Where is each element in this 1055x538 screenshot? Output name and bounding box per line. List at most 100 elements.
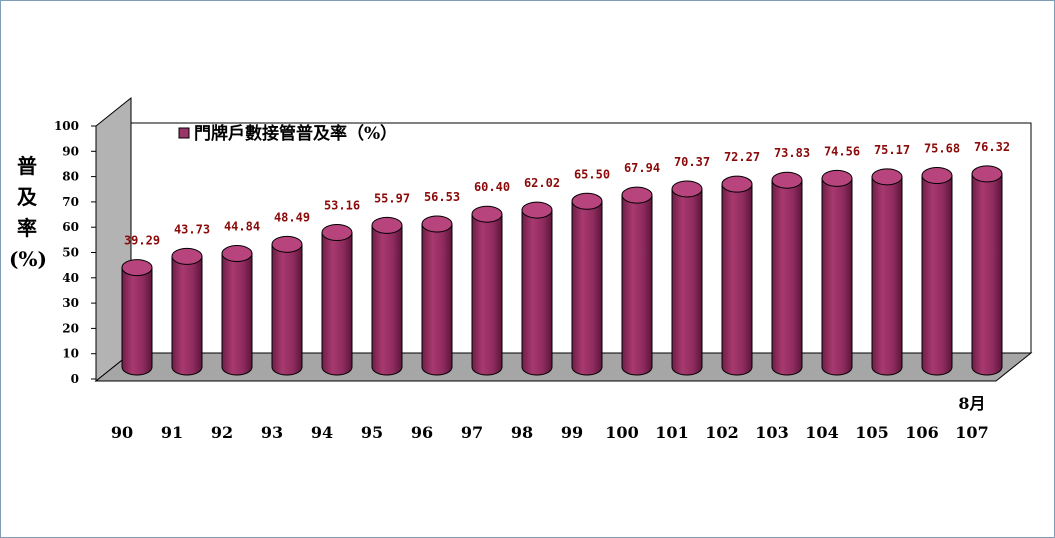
x-tick-label: 107 bbox=[955, 423, 988, 442]
bar-body bbox=[721, 183, 753, 376]
x-tick-label: 92 bbox=[211, 423, 233, 442]
bar-body bbox=[271, 243, 303, 376]
y-tick-label: 100 bbox=[54, 119, 79, 133]
y-tick-label: 40 bbox=[62, 271, 79, 285]
bar bbox=[571, 192, 603, 376]
bar bbox=[371, 216, 403, 376]
y-tick-label: 60 bbox=[62, 220, 79, 234]
bar bbox=[121, 259, 153, 376]
x-tick-label: 94 bbox=[311, 423, 333, 442]
bar-top bbox=[821, 169, 853, 187]
x-tick-label: 93 bbox=[261, 423, 283, 442]
bar-body bbox=[221, 253, 253, 376]
bar-top bbox=[421, 215, 453, 233]
bar-top bbox=[521, 201, 553, 219]
x-tick-label: 103 bbox=[755, 423, 788, 442]
bar bbox=[171, 247, 203, 376]
bar-body bbox=[171, 255, 203, 376]
bar-top bbox=[121, 259, 153, 277]
bar-body bbox=[521, 209, 553, 376]
y-tick-label: 20 bbox=[62, 321, 79, 335]
back-wall bbox=[131, 122, 1032, 353]
bar-body bbox=[971, 173, 1003, 376]
x-tick-label: 101 bbox=[655, 423, 688, 442]
bar bbox=[271, 235, 303, 376]
data-label: 39.29 bbox=[124, 234, 160, 248]
bar-body bbox=[871, 176, 903, 376]
x-tick-label: 96 bbox=[411, 423, 433, 442]
x-tick-label: 100 bbox=[605, 423, 638, 442]
x-tick-label: 99 bbox=[561, 423, 583, 442]
data-label: 53.16 bbox=[324, 199, 360, 213]
data-label: 72.27 bbox=[724, 150, 760, 164]
x-tick-label: 91 bbox=[161, 423, 183, 442]
bar-body bbox=[621, 194, 653, 376]
bar-top bbox=[621, 186, 653, 204]
bar-top bbox=[471, 205, 503, 223]
bar-body bbox=[371, 224, 403, 376]
bar-body bbox=[571, 200, 603, 376]
bar bbox=[871, 168, 903, 376]
bar bbox=[971, 165, 1003, 376]
bar-top bbox=[871, 168, 903, 186]
bar bbox=[721, 175, 753, 376]
x-tick-label: 97 bbox=[461, 423, 483, 442]
bar-top bbox=[771, 171, 803, 189]
y-tick-label: 0 bbox=[71, 372, 79, 386]
x-tick-label: 95 bbox=[361, 423, 383, 442]
bar-top bbox=[221, 245, 253, 263]
data-label: 55.97 bbox=[374, 191, 410, 205]
x-tick-label: 104 bbox=[805, 423, 838, 442]
bar-body bbox=[921, 175, 953, 376]
bar bbox=[221, 245, 253, 376]
x-tick-note: 8月 bbox=[958, 394, 985, 413]
bar-body bbox=[771, 179, 803, 376]
data-label: 75.68 bbox=[924, 142, 960, 156]
y-tick-label: 50 bbox=[62, 246, 79, 260]
bar-top bbox=[271, 235, 303, 253]
bar-body bbox=[671, 188, 703, 376]
data-label: 73.83 bbox=[774, 146, 810, 160]
data-label: 74.56 bbox=[824, 144, 860, 158]
x-tick-label: 105 bbox=[855, 423, 888, 442]
bar-top bbox=[971, 165, 1003, 183]
bar-body bbox=[821, 177, 853, 376]
bar bbox=[521, 201, 553, 376]
x-tick-label: 106 bbox=[905, 423, 938, 442]
data-label: 67.94 bbox=[624, 161, 660, 175]
bar-top bbox=[721, 175, 753, 193]
data-label: 62.02 bbox=[524, 176, 560, 190]
bar-top bbox=[321, 224, 353, 242]
data-label: 75.17 bbox=[874, 143, 910, 157]
bar-top bbox=[171, 247, 203, 265]
data-label: 65.50 bbox=[574, 167, 610, 181]
x-tick-label: 90 bbox=[111, 423, 133, 442]
data-label: 56.53 bbox=[424, 190, 460, 204]
data-label: 70.37 bbox=[674, 155, 710, 169]
bar bbox=[671, 180, 703, 376]
y-tick-label: 90 bbox=[62, 144, 79, 158]
bar bbox=[921, 167, 953, 376]
data-label: 60.40 bbox=[474, 180, 510, 194]
y-axis-label: 普 及 率 (%) bbox=[9, 154, 47, 271]
bar bbox=[771, 171, 803, 376]
data-label: 76.32 bbox=[974, 140, 1010, 154]
bar bbox=[621, 186, 653, 376]
x-tick-label: 102 bbox=[705, 423, 738, 442]
data-label: 43.73 bbox=[174, 222, 210, 236]
bar-top bbox=[921, 167, 953, 185]
bar-body bbox=[121, 267, 153, 376]
bar-top bbox=[571, 192, 603, 210]
legend-label: 門牌戶數接管普及率（%） bbox=[194, 123, 397, 144]
bar bbox=[321, 224, 353, 376]
bar bbox=[421, 215, 453, 376]
bar-body bbox=[421, 223, 453, 376]
y-tick-label: 10 bbox=[62, 347, 79, 361]
legend-swatch bbox=[178, 127, 190, 139]
bar bbox=[471, 205, 503, 376]
x-tick-label: 98 bbox=[511, 423, 533, 442]
y-tick-label: 70 bbox=[62, 195, 79, 209]
data-label: 44.84 bbox=[224, 220, 260, 234]
